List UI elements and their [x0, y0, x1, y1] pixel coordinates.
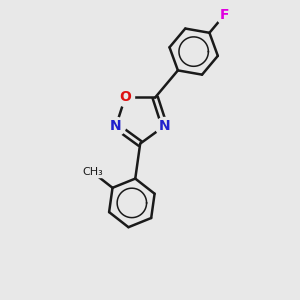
Text: F: F	[220, 8, 229, 22]
Text: N: N	[110, 119, 122, 133]
Text: CH₃: CH₃	[82, 167, 103, 177]
Text: N: N	[159, 119, 170, 133]
Text: O: O	[119, 91, 131, 104]
